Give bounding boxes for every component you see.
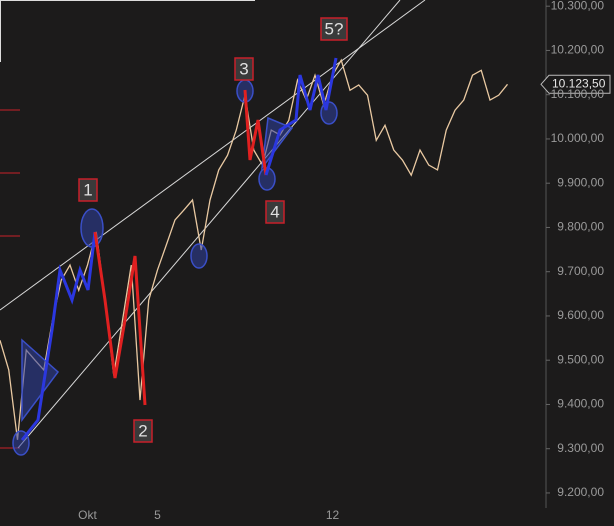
- annotation-box: [78, 178, 98, 202]
- plot-area: [0, 58, 509, 440]
- price-tag: [540, 74, 611, 94]
- y-tick-label: 10.000,00: [551, 131, 605, 145]
- annotation-label: 2: [138, 421, 147, 440]
- annotation-label: 4: [270, 202, 279, 221]
- y-tick-label: 10.100,00: [551, 87, 605, 101]
- y-tick-label: 10.300,00: [551, 0, 605, 12]
- y-tick-label: 9.700,00: [557, 264, 604, 278]
- price-line: [0, 58, 509, 440]
- y-tick-label: 9.800,00: [557, 220, 604, 234]
- annotation-box: [320, 17, 348, 41]
- y-tick-label: 9.600,00: [557, 308, 604, 322]
- wave-overlay: [12, 79, 338, 456]
- current-price: 10.123,50: [540, 74, 611, 94]
- annotation-box: [234, 57, 254, 81]
- annotation-label: 1: [83, 180, 92, 199]
- y-tick-label: 9.900,00: [557, 175, 604, 189]
- trend-channel: [0, 0, 426, 449]
- y-tick-label: 9.200,00: [557, 485, 604, 499]
- y-tick-label: 9.300,00: [557, 441, 604, 455]
- x-tick-label: 5: [154, 508, 161, 522]
- y-tick-label: 9.500,00: [557, 352, 604, 366]
- annotation-box: [133, 419, 153, 443]
- wave-lines: [20, 57, 338, 441]
- x-tick-label: 12: [326, 508, 340, 522]
- x-tick-label: Okt: [78, 508, 97, 522]
- annotation-label: 5?: [325, 19, 344, 38]
- annotation-label: 3: [239, 59, 248, 78]
- price-tag-label: 10.123,50: [552, 76, 606, 90]
- annotation-box: [265, 200, 285, 224]
- y-tick-label: 9.400,00: [557, 397, 604, 411]
- y-tick-label: 10.200,00: [551, 43, 605, 57]
